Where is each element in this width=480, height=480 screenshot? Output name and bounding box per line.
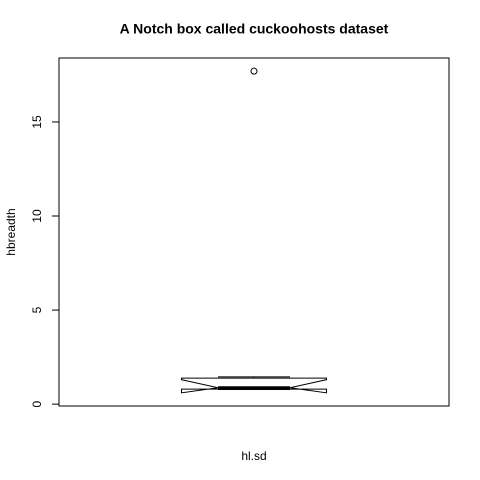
chart-title: A Notch box called cuckoohosts dataset [120,21,389,37]
y-tick-label: 0 [30,400,44,407]
outlier [250,67,258,75]
notched-box [181,377,327,394]
y-tick-label: 10 [30,209,44,223]
y-axis-label: hbreadth [4,208,18,255]
y-tick-label: 15 [30,115,44,129]
x-axis-label: hl.sd [241,449,266,463]
plot-frame [58,57,450,407]
y-tick-label: 5 [30,306,44,313]
